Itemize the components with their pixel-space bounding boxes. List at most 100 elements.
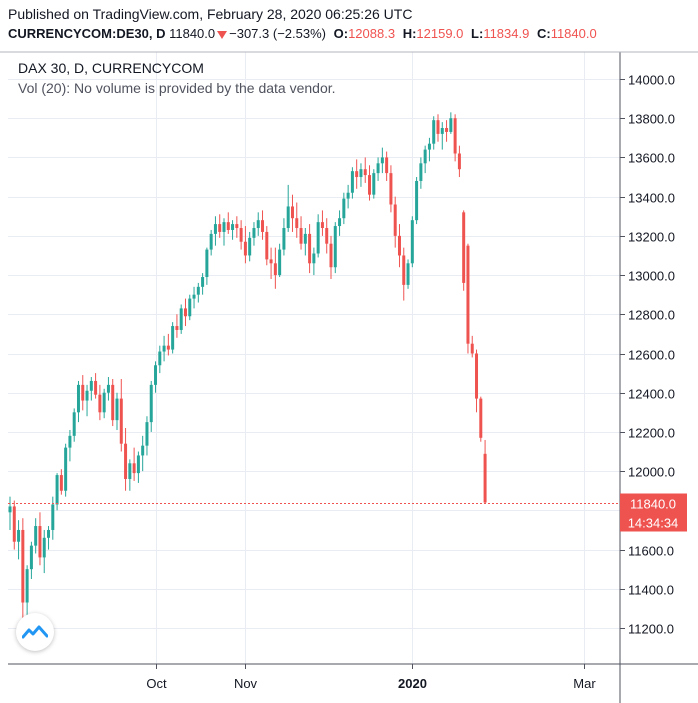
- candle-down: [218, 214, 222, 238]
- candle-body: [166, 345, 170, 350]
- candle-down: [175, 314, 179, 338]
- candle-up: [316, 214, 320, 258]
- candle-body: [320, 222, 324, 229]
- candle-up: [449, 112, 453, 134]
- candle-down: [119, 378, 123, 452]
- last-price-label: 11840.0: [630, 497, 676, 512]
- candle-body: [192, 294, 196, 299]
- candle-body: [449, 118, 453, 132]
- candle-body: [440, 128, 444, 134]
- candle-up: [192, 286, 196, 309]
- candle-down: [261, 210, 265, 240]
- candle-up: [145, 416, 149, 456]
- candle-up: [102, 388, 106, 419]
- candle-body: [389, 173, 393, 205]
- price-change: −307.3 (−2.53%): [229, 26, 326, 41]
- candle-body: [213, 224, 217, 234]
- candle-down: [308, 224, 312, 274]
- candle-body: [402, 255, 406, 285]
- candle-up: [419, 157, 423, 189]
- candle-down: [295, 202, 299, 238]
- candle-down: [239, 220, 243, 250]
- candle-up: [47, 526, 51, 550]
- candle-body: [316, 222, 320, 254]
- candle-body: [415, 180, 419, 221]
- candle-body: [158, 351, 162, 366]
- candle-up: [209, 229, 213, 256]
- high-value: 12159.0: [416, 26, 464, 41]
- candle-body: [145, 422, 149, 446]
- candle-body: [42, 537, 46, 558]
- candle-down: [235, 216, 239, 238]
- candle-body: [154, 365, 158, 385]
- candle-down: [329, 235, 333, 279]
- candle-up: [149, 380, 153, 432]
- last-price-tag: 11840.0 14:34:34: [620, 493, 687, 532]
- candle-body: [51, 504, 55, 530]
- countdown-label-bg: [620, 513, 687, 532]
- candle-body: [423, 149, 427, 164]
- open-value: 12088.3: [348, 26, 396, 41]
- candle-body: [368, 175, 372, 195]
- candle-down: [466, 243, 470, 354]
- candle-body: [141, 445, 145, 456]
- series-legend[interactable]: DAX 30, D, CURRENCYCOM: [18, 60, 204, 76]
- candle-up: [55, 473, 59, 511]
- time-tick-label: Nov: [234, 676, 258, 691]
- price-tick-label: 13600.0: [628, 151, 675, 166]
- low-value: 11834.9: [483, 26, 530, 41]
- candle-up: [136, 451, 140, 483]
- candle-up: [64, 443, 68, 497]
- candle-body: [136, 455, 140, 474]
- candle-down: [368, 165, 372, 201]
- candle-down: [21, 518, 25, 619]
- volume-legend[interactable]: Vol (20): No volume is provided by the d…: [18, 80, 336, 96]
- candle-up: [85, 384, 89, 417]
- candle-body: [111, 384, 115, 421]
- candle-up: [406, 259, 410, 289]
- candle-up: [89, 377, 93, 401]
- candle-body: [47, 529, 51, 538]
- candle-up: [432, 116, 436, 150]
- candle-up: [252, 222, 256, 246]
- candle-body: [419, 163, 423, 181]
- candle-up: [72, 408, 76, 442]
- time-tick-label: 2020: [398, 676, 427, 691]
- candle-body: [162, 345, 166, 352]
- candle-body: [410, 220, 414, 264]
- countdown-label: 14:34:34: [628, 516, 679, 531]
- candle-body: [98, 394, 102, 413]
- price-tick-label: 13400.0: [628, 191, 675, 206]
- candle-down: [243, 226, 247, 264]
- price-tick-label: 12200.0: [628, 426, 675, 441]
- candle-body: [483, 453, 487, 503]
- candle-down: [265, 226, 269, 266]
- candle-body: [21, 529, 25, 603]
- candle-body: [282, 228, 286, 250]
- candle-down: [38, 512, 42, 566]
- candle-up: [415, 177, 419, 225]
- chart-grid: [8, 52, 620, 664]
- candle-up: [338, 210, 342, 236]
- candle-body: [209, 233, 213, 250]
- open-label: O:: [333, 26, 349, 41]
- candle-body: [171, 326, 175, 350]
- price-axis: 11200.011400.011600.011800.012000.012200…: [620, 73, 675, 637]
- candle-body: [222, 222, 226, 232]
- candle-up: [171, 322, 175, 354]
- candle-body: [475, 353, 479, 399]
- candle-up: [8, 496, 12, 530]
- candle-down: [81, 375, 85, 411]
- candle-body: [59, 475, 63, 491]
- candle-body: [81, 384, 85, 401]
- price-tick-label: 13000.0: [628, 269, 675, 284]
- candle-body: [256, 220, 260, 229]
- tradingview-logo-icon[interactable]: [16, 613, 54, 651]
- candle-up: [286, 184, 290, 232]
- candle-down: [355, 159, 359, 189]
- candle-body: [269, 259, 273, 264]
- candle-body: [55, 475, 59, 505]
- candle-body: [196, 286, 200, 295]
- time-tick-label: Oct: [146, 676, 167, 691]
